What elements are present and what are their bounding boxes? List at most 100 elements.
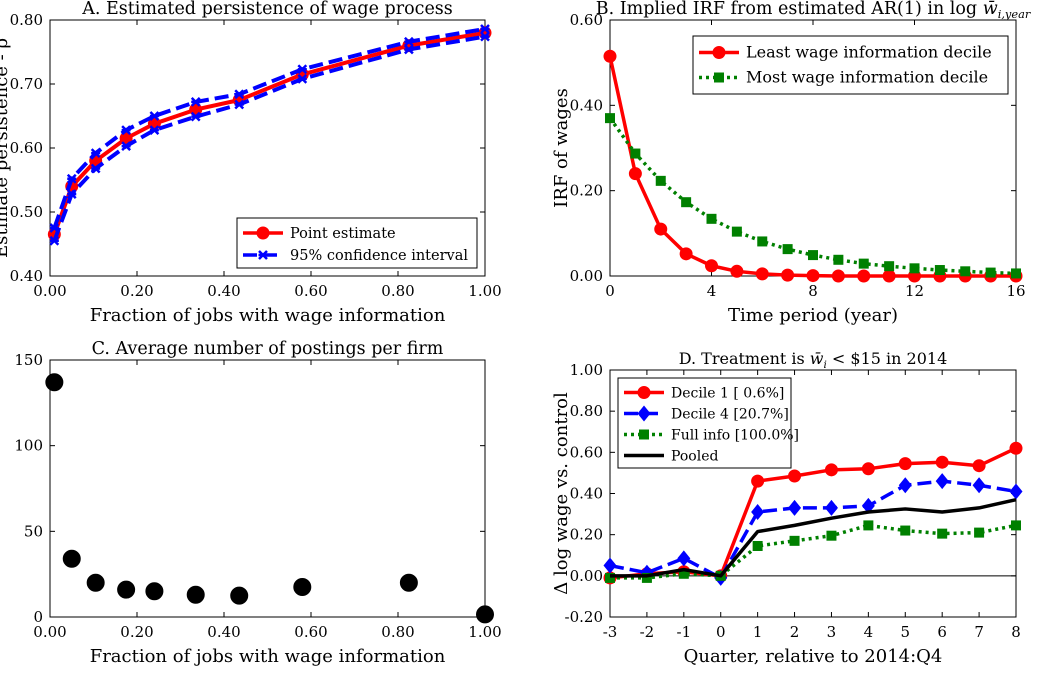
x-tick-label: 0.40: [207, 282, 240, 300]
legend-label: Pooled: [671, 449, 718, 465]
data-point: [476, 605, 494, 624]
data-point: [972, 477, 986, 494]
data-point: [706, 213, 717, 224]
data-point: [972, 459, 986, 473]
data-point: [149, 125, 160, 135]
y-tick-label: 0.20: [570, 526, 603, 544]
chart-title-subscript: i,year: [998, 7, 1031, 21]
data-point: [863, 520, 874, 531]
data-point: [730, 264, 744, 278]
data-point: [806, 269, 820, 283]
data-point: [190, 97, 201, 107]
data-point: [399, 573, 418, 592]
y-axis-label: IRF of wages: [551, 88, 572, 208]
chart-title-text: D. Treatment is: [679, 349, 805, 368]
chart-title: A. Estimated persistence of wage process: [81, 0, 453, 19]
y-tick-label: 0.40: [570, 96, 603, 114]
data-point: [1009, 441, 1023, 455]
x-tick-label: 0.40: [207, 623, 240, 641]
data-point: [186, 585, 205, 604]
legend-marker: [637, 405, 651, 422]
y-tick-label: -0.20: [565, 608, 603, 626]
series-pooled: [610, 497, 1017, 578]
data-point: [788, 499, 802, 516]
series-line: [52, 34, 486, 242]
data-point: [731, 226, 742, 237]
legend-item: Most wage information decile: [699, 68, 988, 87]
x-tick-label: 0.00: [33, 623, 66, 641]
data-point: [403, 44, 414, 55]
legend-item: Decile 1 [ 0.6%]: [624, 386, 784, 402]
x-tick-label: 0.60: [294, 282, 327, 300]
data-point: [882, 269, 896, 283]
legend-marker: [637, 386, 651, 399]
legend-marker: [712, 46, 726, 59]
legend-item: Least wage information decile: [699, 43, 992, 62]
legend-item: 95% confidence interval: [243, 248, 468, 264]
data-point: [974, 527, 985, 538]
x-tick-label: 0.20: [120, 282, 153, 300]
data-point: [681, 197, 692, 208]
series-line: [609, 479, 1017, 580]
series-line: [610, 497, 1017, 578]
data-point: [884, 261, 895, 272]
data-point: [297, 64, 308, 75]
data-point: [934, 265, 945, 276]
data-point: [90, 148, 101, 159]
series-line: [52, 30, 486, 236]
y-tick-label: 0.70: [10, 75, 43, 93]
series-decile-4-20-7: [603, 473, 1023, 586]
y-tick-label: 0.60: [10, 139, 43, 157]
x-tick-label: -3: [603, 623, 618, 641]
y-tick-label: 0.00: [570, 267, 603, 285]
data-point: [824, 463, 838, 477]
x-tick-label: -1: [677, 623, 692, 641]
x-tick-label: 4: [707, 282, 717, 300]
data-point: [781, 268, 795, 282]
series-line: [52, 26, 486, 229]
y-tick-label: 1.00: [570, 361, 603, 379]
data-point: [630, 148, 641, 159]
legend-item: Decile 4 [20.7%]: [624, 405, 789, 423]
x-tick-label: -2: [640, 623, 655, 641]
data-point: [403, 36, 414, 47]
x-tick-label: 1.00: [468, 623, 501, 641]
data-point: [117, 580, 136, 599]
chart-title-subscript: i: [824, 359, 827, 371]
data-point: [788, 469, 802, 483]
data-point: [49, 235, 60, 246]
x-tick-label: 0.20: [120, 623, 153, 641]
chart-title: D. Treatment is w̄i < $15 in 2014: [679, 349, 948, 371]
legend-label: Decile 4 [20.7%]: [671, 407, 789, 423]
data-point: [861, 497, 875, 514]
legend: Least wage information decile Most wage i…: [692, 35, 1009, 95]
y-tick-label: 0.60: [570, 11, 603, 29]
legend: Decile 1 [ 0.6%] Decile 4 [20.7%] Full inf…: [617, 377, 799, 469]
x-tick-label: 7: [974, 623, 984, 641]
x-tick-label: 3: [827, 623, 837, 641]
data-point: [90, 163, 101, 174]
x-tick-label: 0: [716, 623, 726, 641]
data-point: [900, 525, 911, 536]
x-tick-label: 0.80: [381, 623, 414, 641]
chart-title-text: A. Estimated persistence of wage process: [81, 0, 453, 19]
data-point: [782, 244, 793, 255]
legend-box: [236, 217, 478, 269]
data-point: [755, 267, 769, 281]
chart-title: B. Implied IRF from estimated AR(1) in l…: [596, 0, 1031, 21]
x-tick-label: 0.00: [33, 282, 66, 300]
data-point: [1009, 483, 1023, 500]
y-tick-label: 0.80: [10, 11, 43, 29]
x-axis-label: Fraction of jobs with wage information: [90, 646, 446, 667]
x-tick-label: 12: [905, 282, 924, 300]
x-tick-label: 0.80: [381, 282, 414, 300]
x-tick-label: 6: [937, 623, 947, 641]
panel-d: -3 -2 -1 0 1 2 3 4 5 6 7 8 -0.20 0.00 0.20 0.40 0.60 0.80…: [551, 349, 1023, 667]
data-point: [190, 111, 201, 122]
series-unnamed-0: [45, 373, 494, 624]
legend-marker: [258, 250, 268, 260]
data-point: [789, 535, 800, 546]
series-unnamed-2: [49, 31, 490, 246]
data-point: [985, 267, 996, 278]
data-point: [1011, 268, 1021, 279]
